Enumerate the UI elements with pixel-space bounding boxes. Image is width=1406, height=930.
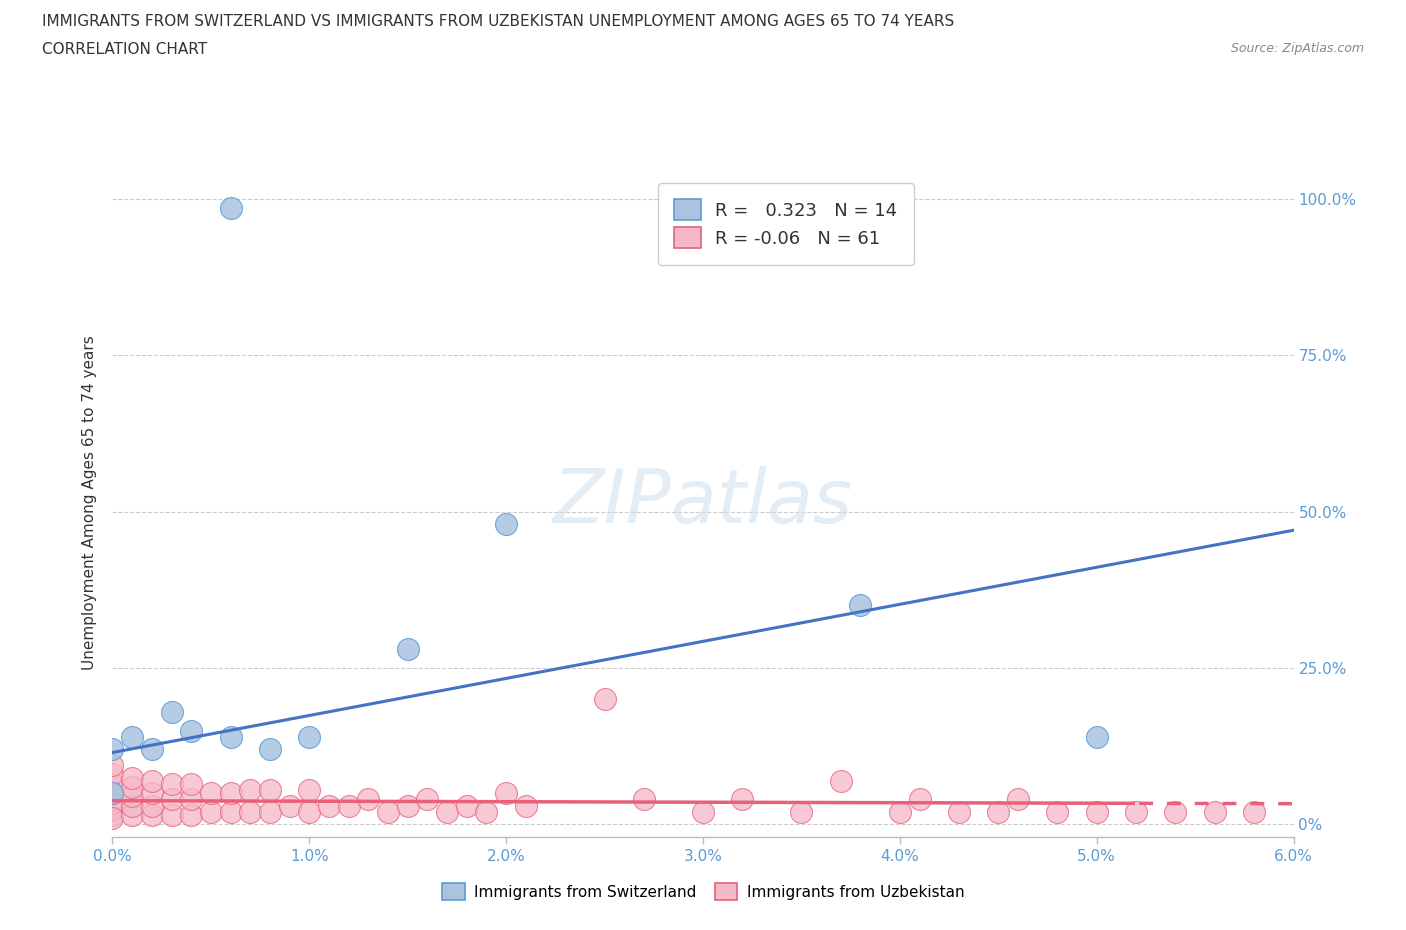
Point xyxy=(889,804,911,819)
Point xyxy=(396,798,419,813)
Point xyxy=(436,804,458,819)
Point xyxy=(259,804,281,819)
Point xyxy=(948,804,970,819)
Point xyxy=(259,742,281,757)
Point xyxy=(731,792,754,807)
Point xyxy=(101,742,124,757)
Text: Source: ZipAtlas.com: Source: ZipAtlas.com xyxy=(1230,42,1364,55)
Point xyxy=(141,742,163,757)
Point xyxy=(475,804,498,819)
Point xyxy=(259,783,281,798)
Y-axis label: Unemployment Among Ages 65 to 74 years: Unemployment Among Ages 65 to 74 years xyxy=(82,335,97,670)
Point xyxy=(633,792,655,807)
Point xyxy=(593,692,616,707)
Point xyxy=(141,786,163,801)
Point xyxy=(180,792,202,807)
Point xyxy=(357,792,380,807)
Point xyxy=(121,779,143,794)
Point xyxy=(101,777,124,791)
Point xyxy=(200,786,222,801)
Point xyxy=(318,798,340,813)
Point xyxy=(278,798,301,813)
Point xyxy=(101,758,124,773)
Point xyxy=(180,777,202,791)
Point xyxy=(396,642,419,657)
Point xyxy=(495,786,517,801)
Point xyxy=(1164,804,1187,819)
Point xyxy=(987,804,1010,819)
Point xyxy=(101,811,124,826)
Point xyxy=(101,786,124,801)
Point xyxy=(692,804,714,819)
Point xyxy=(377,804,399,819)
Point xyxy=(337,798,360,813)
Point xyxy=(121,807,143,822)
Point xyxy=(160,792,183,807)
Point xyxy=(849,598,872,613)
Point xyxy=(298,804,321,819)
Point xyxy=(101,795,124,810)
Point xyxy=(1204,804,1226,819)
Point xyxy=(101,807,124,822)
Point xyxy=(219,804,242,819)
Point xyxy=(141,807,163,822)
Point xyxy=(141,798,163,813)
Point xyxy=(219,786,242,801)
Point xyxy=(101,786,124,801)
Point xyxy=(1046,804,1069,819)
Point xyxy=(1085,729,1108,744)
Point xyxy=(160,777,183,791)
Point xyxy=(298,729,321,744)
Point xyxy=(160,807,183,822)
Point xyxy=(1085,804,1108,819)
Point xyxy=(121,770,143,785)
Point xyxy=(219,201,242,216)
Point xyxy=(121,729,143,744)
Point xyxy=(121,798,143,813)
Legend: Immigrants from Switzerland, Immigrants from Uzbekistan: Immigrants from Switzerland, Immigrants … xyxy=(436,876,970,907)
Point xyxy=(101,802,124,817)
Text: ZIPatlas: ZIPatlas xyxy=(553,466,853,538)
Text: CORRELATION CHART: CORRELATION CHART xyxy=(42,42,207,57)
Point xyxy=(239,783,262,798)
Point xyxy=(121,789,143,804)
Point xyxy=(1243,804,1265,819)
Point xyxy=(298,783,321,798)
Point xyxy=(495,517,517,532)
Point xyxy=(416,792,439,807)
Point xyxy=(515,798,537,813)
Point xyxy=(1125,804,1147,819)
Point xyxy=(456,798,478,813)
Point xyxy=(180,724,202,738)
Point xyxy=(219,729,242,744)
Point xyxy=(790,804,813,819)
Point xyxy=(180,807,202,822)
Point xyxy=(160,704,183,719)
Text: IMMIGRANTS FROM SWITZERLAND VS IMMIGRANTS FROM UZBEKISTAN UNEMPLOYMENT AMONG AGE: IMMIGRANTS FROM SWITZERLAND VS IMMIGRANT… xyxy=(42,14,955,29)
Point xyxy=(239,804,262,819)
Point xyxy=(101,767,124,782)
Point xyxy=(830,773,852,788)
Point xyxy=(908,792,931,807)
Point xyxy=(141,773,163,788)
Point xyxy=(200,804,222,819)
Point xyxy=(1007,792,1029,807)
